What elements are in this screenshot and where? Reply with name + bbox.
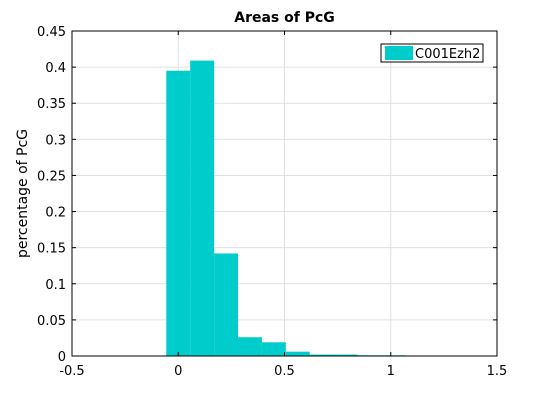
y-tick-label: 0.15 [37,242,66,257]
x-tick-label: 1.5 [487,364,508,379]
axis-ticks [71,30,498,357]
histogram-bar [214,253,239,356]
x-tick-label: 1 [387,364,395,379]
legend-swatch [385,46,413,60]
x-tick-label: -0.5 [59,364,84,379]
y-tick-labels: 0 0.05 0.1 0.15 0.2 0.25 0.3 0.35 0.4 0.45 [37,25,66,365]
y-tick-label: 0.3 [45,133,66,148]
y-tick-label: 0.2 [45,206,66,221]
y-axis-label: percentage of PcG [15,129,31,258]
histogram-bar [166,70,191,356]
legend: C001Ezh2 [380,43,484,63]
y-tick-label: 0.4 [45,61,66,76]
x-tick-labels: -0.5 0 0.5 1 1.5 [59,364,507,379]
histogram-bar [261,342,286,356]
grid-lines [71,30,498,357]
y-tick-label: 0.45 [37,25,66,40]
histogram-bar [238,337,262,356]
histogram-bar [333,354,358,356]
histogram-bars [166,60,406,356]
histogram-bar [190,60,215,356]
y-tick-label: 0.25 [37,169,66,184]
legend-entry-label: C001Ezh2 [415,47,480,62]
y-tick-label: 0.35 [37,97,66,112]
y-tick-label: 0.1 [45,278,66,293]
chart-title: Areas of PcG [234,10,335,26]
x-tick-label: 0.5 [274,364,295,379]
histogram-bar [309,354,334,356]
histogram-bar [285,351,310,356]
x-tick-label: 0 [174,364,182,379]
y-tick-label: 0.05 [37,314,66,329]
y-tick-label: 0 [58,350,66,365]
